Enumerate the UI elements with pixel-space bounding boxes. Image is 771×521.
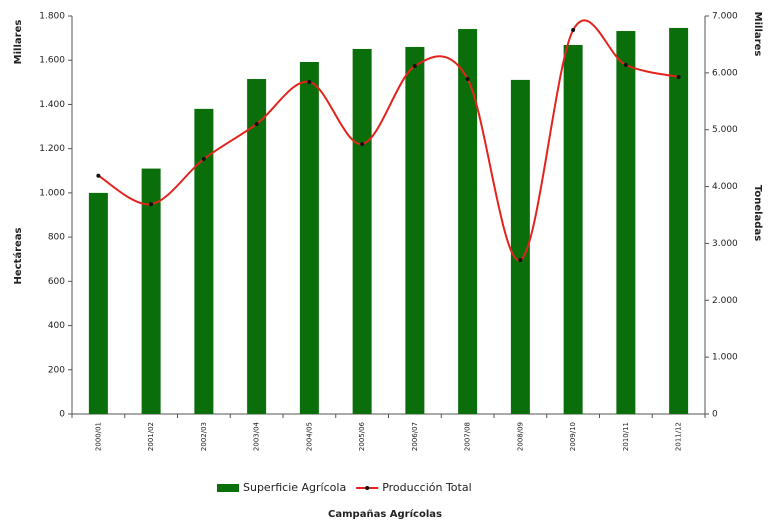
y2-unit: Millares — [752, 12, 763, 57]
bar — [510, 79, 530, 414]
marker — [571, 28, 576, 33]
bar — [247, 79, 267, 415]
y2-tick-label: 4.000 — [712, 182, 738, 192]
legend-swatch — [217, 484, 239, 492]
y-tick-label: 1.600 — [39, 56, 65, 66]
y-tick-label: 1.800 — [39, 12, 65, 22]
marker — [149, 202, 154, 207]
x-tick-label: 2011/12 — [675, 422, 683, 451]
y-tick-label: 600 — [48, 277, 65, 287]
x-tick-label: 2004/05 — [305, 422, 313, 451]
y2-tick-label: 1.000 — [712, 353, 738, 363]
bar — [563, 44, 583, 415]
y-tick-label: 400 — [48, 321, 65, 331]
y-tick-label: 1.400 — [39, 100, 65, 110]
legend-marker — [365, 486, 370, 490]
marker — [254, 122, 259, 127]
y2-tick-label: 7.000 — [712, 12, 738, 22]
marker — [676, 75, 681, 80]
legend-label: Producción Total — [382, 481, 471, 494]
x-axis-title: Campañas Agrícolas — [328, 508, 442, 520]
bar — [458, 29, 478, 414]
legend-label: Superficie Agrícola — [243, 481, 346, 494]
bar — [669, 27, 689, 414]
bar — [299, 61, 319, 414]
y-axis-title: Hectáreas — [12, 227, 24, 284]
bar — [352, 48, 372, 414]
bar — [88, 192, 108, 414]
bar — [194, 108, 214, 414]
x-tick-label: 2007/08 — [464, 422, 472, 451]
x-tick-label: 2009/10 — [569, 422, 577, 451]
y-tick-label: 1.200 — [39, 144, 65, 154]
marker — [360, 141, 365, 146]
y2-tick-label: 5.000 — [712, 125, 738, 135]
marker — [465, 76, 470, 81]
x-tick-label: 2010/11 — [622, 422, 630, 451]
line — [97, 19, 679, 262]
x-tick-label: 2001/02 — [147, 422, 155, 451]
x-tick-label: 2005/06 — [358, 421, 366, 451]
y-unit: Millares — [13, 20, 24, 65]
y2-tick-label: 0 — [712, 410, 718, 420]
marker — [201, 156, 206, 161]
bar — [405, 46, 425, 414]
x-tick-label: 2008/09 — [516, 422, 524, 451]
bar — [141, 168, 161, 414]
y2-tick-label: 6.000 — [712, 68, 738, 78]
marker — [518, 258, 523, 263]
bar — [616, 31, 636, 415]
x-tick-label: 2002/03 — [200, 422, 208, 451]
y-tick-label: 1.000 — [39, 188, 65, 198]
y2-axis-title: Toneladas — [752, 185, 763, 241]
marker — [412, 64, 417, 69]
y-tick-label: 200 — [48, 365, 65, 375]
y2-tick-label: 3.000 — [712, 239, 738, 249]
marker — [96, 173, 101, 178]
y-tick-label: 0 — [59, 410, 65, 420]
y2-tick-label: 2.000 — [712, 296, 738, 306]
x-tick-label: 2003/04 — [253, 421, 261, 451]
marker — [623, 63, 628, 68]
x-tick-label: 2000/01 — [94, 422, 102, 451]
y-tick-label: 800 — [48, 233, 65, 243]
marker — [307, 80, 312, 85]
x-tick-label: 2006/07 — [411, 422, 419, 451]
